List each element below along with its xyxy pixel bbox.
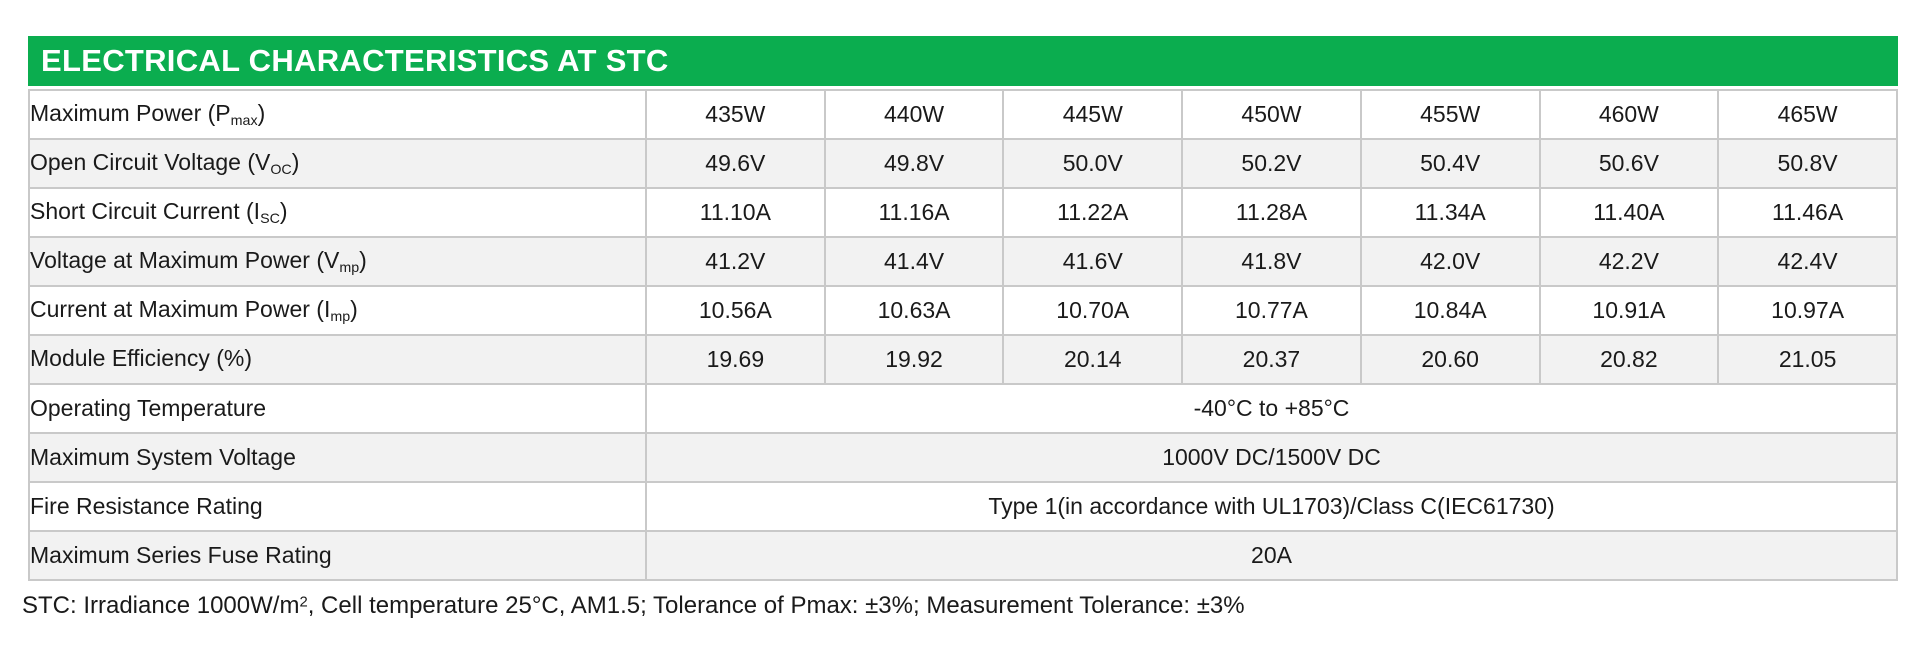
table-title-bar: ELECTRICAL CHARACTERISTICS AT STC bbox=[28, 36, 1898, 86]
cell-value: 11.34A bbox=[1359, 187, 1541, 238]
cell-value: 50.0V bbox=[1002, 138, 1184, 189]
cell-value: 11.16A bbox=[823, 187, 1005, 238]
row-label-text: Short Circuit Current (I bbox=[30, 198, 261, 224]
row-label: Maximum System Voltage bbox=[28, 432, 647, 483]
row-label-text: ) bbox=[279, 198, 288, 224]
cell-value: 50.4V bbox=[1359, 138, 1541, 189]
row-label-text: Voltage at Maximum Power (V bbox=[30, 247, 340, 273]
cell-value: 445W bbox=[1002, 89, 1184, 140]
row-label: Fire Resistance Rating bbox=[28, 481, 647, 532]
row-label-text: Operating Temperature bbox=[30, 395, 267, 421]
cell-value: 41.8V bbox=[1181, 236, 1362, 287]
row-label-subscript: mp bbox=[330, 308, 351, 325]
cell-value-span: Type 1(in accordance with UL1703)/Class … bbox=[645, 481, 1898, 532]
cell-value: 10.91A bbox=[1538, 285, 1720, 336]
row-label: Operating Temperature bbox=[28, 383, 647, 434]
cell-value: 10.97A bbox=[1717, 285, 1898, 336]
cell-value: 50.6V bbox=[1538, 138, 1720, 189]
cell-value: 460W bbox=[1538, 89, 1720, 140]
row-label-text: ) bbox=[359, 247, 367, 273]
table-row-module-efficiency: Module Efficiency (%) 19.69 19.92 20.14 … bbox=[28, 334, 1898, 385]
footnote-text: STC: Irradiance 1000W/m bbox=[22, 592, 300, 619]
cell-value: 42.4V bbox=[1717, 236, 1898, 287]
row-label-text: Maximum System Voltage bbox=[30, 444, 296, 470]
cell-value: 19.92 bbox=[823, 334, 1005, 385]
cell-value: 11.40A bbox=[1538, 187, 1720, 238]
cell-value: 11.46A bbox=[1717, 187, 1898, 238]
cell-value: 450W bbox=[1181, 89, 1362, 140]
cell-value: 10.56A bbox=[645, 285, 826, 336]
footnote-superscript: 2 bbox=[299, 594, 308, 611]
cell-value: 50.2V bbox=[1181, 138, 1362, 189]
row-label: Module Efficiency (%) bbox=[28, 334, 647, 385]
cell-value: 42.2V bbox=[1538, 236, 1720, 287]
cell-value: 435W bbox=[645, 89, 826, 140]
row-label-text: ) bbox=[257, 100, 266, 126]
cell-value: 20.37 bbox=[1181, 334, 1362, 385]
page: ELECTRICAL CHARACTERISTICS AT STC Maximu… bbox=[22, 36, 1898, 620]
cell-value: 11.10A bbox=[645, 187, 826, 238]
row-label-subscript: SC bbox=[260, 210, 280, 227]
cell-value-span: -40°C to +85°C bbox=[645, 383, 1898, 434]
cell-value: 42.0V bbox=[1359, 236, 1541, 287]
table-row-maximum-power: Maximum Power (Pmax) 435W 440W 445W 450W… bbox=[28, 89, 1898, 140]
cell-value: 440W bbox=[823, 89, 1005, 140]
cell-value: 20.60 bbox=[1359, 334, 1541, 385]
cell-value: 41.2V bbox=[645, 236, 826, 287]
cell-value: 20.82 bbox=[1538, 334, 1720, 385]
cell-value: 10.77A bbox=[1181, 285, 1362, 336]
cell-value: 41.6V bbox=[1002, 236, 1184, 287]
row-label-text: Current at Maximum Power (I bbox=[30, 296, 331, 322]
row-label-text: Module Efficiency (%) bbox=[30, 345, 252, 371]
table-row-maximum-system-voltage: Maximum System Voltage 1000V DC/1500V DC bbox=[28, 432, 1898, 483]
row-label: Maximum Power (Pmax) bbox=[28, 89, 647, 140]
cell-value: 10.63A bbox=[823, 285, 1005, 336]
cell-value: 49.8V bbox=[823, 138, 1005, 189]
cell-value: 10.70A bbox=[1002, 285, 1184, 336]
row-label-text: Open Circuit Voltage (V bbox=[30, 149, 271, 175]
row-label-subscript: OC bbox=[270, 161, 292, 178]
cell-value: 10.84A bbox=[1359, 285, 1541, 336]
cell-value: 11.22A bbox=[1002, 187, 1184, 238]
row-label: Voltage at Maximum Power (Vmp) bbox=[28, 236, 647, 287]
cell-value: 455W bbox=[1359, 89, 1541, 140]
table-row-open-circuit-voltage: Open Circuit Voltage (VOC) 49.6V 49.8V 5… bbox=[28, 138, 1898, 189]
row-label: Current at Maximum Power (Imp) bbox=[28, 285, 647, 336]
cell-value: 11.28A bbox=[1181, 187, 1362, 238]
row-label: Open Circuit Voltage (VOC) bbox=[28, 138, 647, 189]
row-label-subscript: mp bbox=[339, 259, 360, 276]
table-row-fire-resistance-rating: Fire Resistance Rating Type 1(in accorda… bbox=[28, 481, 1898, 532]
table-row-voltage-at-maximum-power: Voltage at Maximum Power (Vmp) 41.2V 41.… bbox=[28, 236, 1898, 287]
stc-footnote: STC: Irradiance 1000W/m2, Cell temperatu… bbox=[22, 592, 1898, 620]
row-label: Maximum Series Fuse Rating bbox=[28, 530, 647, 581]
cell-value: 465W bbox=[1717, 89, 1898, 140]
row-label-subscript: max bbox=[230, 112, 258, 129]
cell-value: 21.05 bbox=[1717, 334, 1898, 385]
row-label: Short Circuit Current (ISC) bbox=[28, 187, 647, 238]
table-row-operating-temperature: Operating Temperature -40°C to +85°C bbox=[28, 383, 1898, 434]
row-label-text: ) bbox=[350, 296, 358, 322]
table-row-short-circuit-current: Short Circuit Current (ISC) 11.10A 11.16… bbox=[28, 187, 1898, 238]
row-label-text: Maximum Power (P bbox=[30, 100, 231, 126]
electrical-characteristics-table: Maximum Power (Pmax) 435W 440W 445W 450W… bbox=[28, 89, 1898, 581]
footnote-text: , Cell temperature 25°C, AM1.5; Toleranc… bbox=[307, 592, 1245, 619]
cell-value: 49.6V bbox=[645, 138, 826, 189]
row-label-text: ) bbox=[291, 149, 300, 175]
table-title: ELECTRICAL CHARACTERISTICS AT STC bbox=[41, 43, 669, 78]
table-row-maximum-series-fuse-rating: Maximum Series Fuse Rating 20A bbox=[28, 530, 1898, 581]
cell-value: 20.14 bbox=[1002, 334, 1184, 385]
table-row-current-at-maximum-power: Current at Maximum Power (Imp) 10.56A 10… bbox=[28, 285, 1898, 336]
cell-value: 19.69 bbox=[645, 334, 826, 385]
cell-value-span: 1000V DC/1500V DC bbox=[645, 432, 1898, 483]
row-label-text: Fire Resistance Rating bbox=[30, 493, 263, 519]
cell-value: 50.8V bbox=[1717, 138, 1898, 189]
row-label-text: Maximum Series Fuse Rating bbox=[30, 542, 332, 568]
cell-value: 41.4V bbox=[823, 236, 1005, 287]
cell-value-span: 20A bbox=[645, 530, 1898, 581]
